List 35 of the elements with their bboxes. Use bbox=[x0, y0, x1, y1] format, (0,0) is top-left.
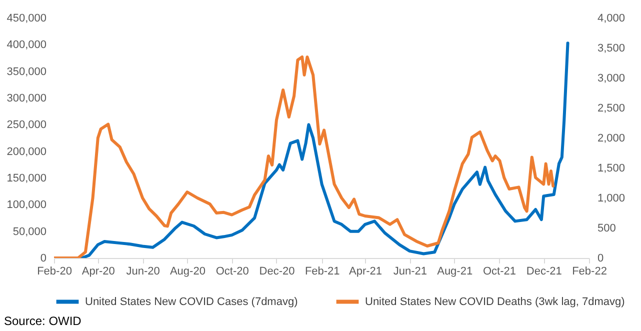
legend-label: United States New COVID Cases (7dmavg) bbox=[85, 296, 298, 308]
x-tick-label: Dec-20 bbox=[259, 266, 295, 278]
x-tick-label: Oct-20 bbox=[216, 266, 249, 278]
y2-tick-label: 0 bbox=[598, 252, 604, 264]
y-tick-label: 250,000 bbox=[6, 119, 46, 132]
y2-tick-label: 1,500 bbox=[598, 162, 626, 174]
y2-tick-label: 2,000 bbox=[598, 132, 626, 144]
y-tick-label: 450,000 bbox=[6, 12, 46, 24]
x-tick-label: Dec-21 bbox=[526, 266, 562, 278]
x-tick-label: Jun-21 bbox=[393, 266, 428, 278]
x-tick-label: Feb-22 bbox=[572, 266, 607, 278]
y-tick-label: 300,000 bbox=[6, 92, 46, 104]
y-tick-label: 0 bbox=[40, 252, 46, 264]
x-tick-label: Aug-20 bbox=[170, 266, 206, 278]
y2-tick-label: 3,000 bbox=[598, 72, 626, 84]
y-tick-label: 50,000 bbox=[12, 226, 46, 238]
x-tick-label: Apr-21 bbox=[349, 266, 382, 278]
y-tick-label: 100,000 bbox=[6, 199, 46, 212]
x-tick-label: Aug-21 bbox=[437, 266, 473, 278]
y2-tick-label: 2,500 bbox=[598, 102, 626, 114]
y-tick-label: 350,000 bbox=[6, 66, 46, 78]
x-tick-label: Jun-20 bbox=[126, 266, 160, 278]
x-tick-label: Oct-21 bbox=[482, 266, 516, 278]
x-tick-label: Feb-21 bbox=[304, 266, 340, 278]
y-tick-label: 200,000 bbox=[6, 146, 46, 158]
x-tick-label: Feb-20 bbox=[37, 266, 72, 278]
source-note: Source: OWID bbox=[4, 314, 82, 328]
y2-tick-label: 500 bbox=[598, 222, 616, 234]
y-tick-label: 400,000 bbox=[6, 39, 46, 52]
y2-tick-label: 1,000 bbox=[598, 192, 626, 204]
y2-tick-label: 3,500 bbox=[598, 42, 626, 54]
y2-tick-label: 4,000 bbox=[598, 12, 626, 24]
y-tick-label: 150,000 bbox=[6, 172, 46, 184]
legend-label: United States New COVID Deaths (3wk lag, 7dmavg) bbox=[365, 296, 625, 308]
x-tick-label: Apr-20 bbox=[82, 266, 115, 278]
